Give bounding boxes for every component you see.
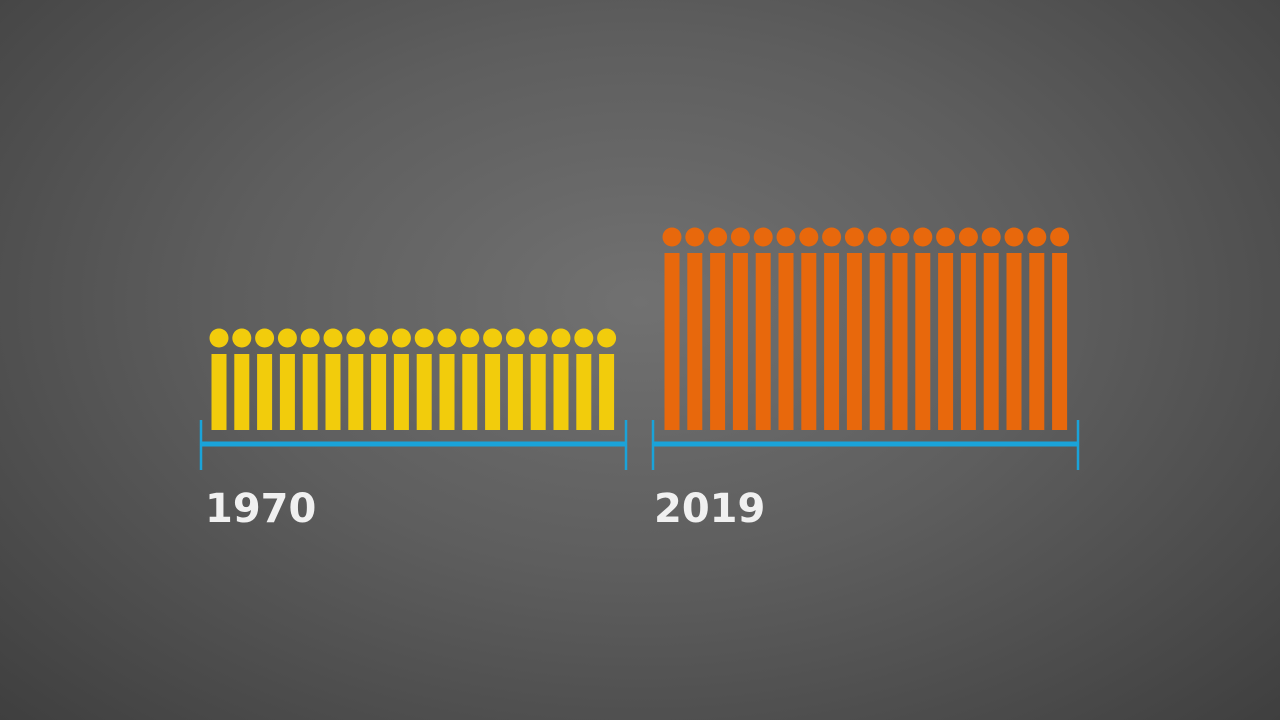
person-head [255, 328, 275, 348]
person-head [346, 328, 366, 348]
person-head [844, 227, 864, 247]
person-body [485, 354, 501, 430]
person-body [507, 354, 523, 430]
person-head [437, 328, 457, 348]
timeline-1970 [199, 420, 628, 470]
person-head [958, 227, 978, 247]
person-head [209, 328, 229, 348]
person-body [234, 354, 250, 430]
person-body [915, 253, 931, 430]
person-head [708, 227, 728, 247]
person-body [393, 354, 409, 430]
person-body [279, 354, 295, 430]
person-body [462, 354, 478, 430]
person-body [439, 354, 455, 430]
person-body [1006, 253, 1022, 430]
person-body [553, 354, 569, 430]
person-body [732, 253, 748, 430]
person-body [824, 253, 840, 430]
person-head [505, 328, 525, 348]
person-body [846, 253, 862, 430]
person-body [892, 253, 908, 430]
person-body [710, 253, 726, 430]
person-head [1027, 227, 1047, 247]
person-body [302, 354, 318, 430]
person-head [936, 227, 956, 247]
person-head [300, 328, 320, 348]
person-head [753, 227, 773, 247]
person-head [730, 227, 750, 247]
person-head [776, 227, 796, 247]
person-head [1004, 227, 1024, 247]
person-body [371, 354, 387, 430]
person-body [257, 354, 273, 430]
person-head [369, 328, 389, 348]
timeline-2019 [651, 420, 1080, 470]
person-head [277, 328, 297, 348]
person-head [597, 328, 617, 348]
person-body [1029, 253, 1045, 430]
person-body [576, 354, 592, 430]
person-head [574, 328, 594, 348]
person-head [414, 328, 434, 348]
person-body [599, 354, 615, 430]
person-body [687, 253, 703, 430]
person-body [325, 354, 341, 430]
person-body [801, 253, 817, 430]
person-head [528, 328, 548, 348]
person-head [913, 227, 933, 247]
person-head [483, 328, 503, 348]
person-body [960, 253, 976, 430]
person-body [755, 253, 771, 430]
year-label: 1970 [205, 486, 316, 532]
person-body [778, 253, 794, 430]
figures [209, 227, 1070, 430]
person-head [551, 328, 571, 348]
person-head [890, 227, 910, 247]
person-body [664, 253, 680, 430]
person-head [662, 227, 682, 247]
person-head [1050, 227, 1070, 247]
person-head [822, 227, 842, 247]
person-body [348, 354, 364, 430]
person-head [323, 328, 343, 348]
person-head [685, 227, 705, 247]
person-head [391, 328, 411, 348]
year-label: 2019 [654, 486, 765, 532]
person-head [460, 328, 480, 348]
person-body [530, 354, 546, 430]
person-head [981, 227, 1001, 247]
person-body [983, 253, 999, 430]
person-head [867, 227, 887, 247]
person-body [416, 354, 432, 430]
person-body [211, 354, 227, 430]
person-body [938, 253, 954, 430]
person-body [1052, 253, 1068, 430]
person-head [799, 227, 819, 247]
person-head [232, 328, 252, 348]
person-body [869, 253, 885, 430]
